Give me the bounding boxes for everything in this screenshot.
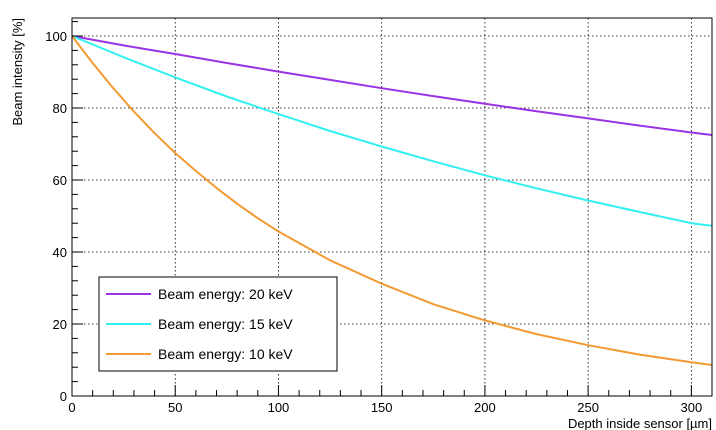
x-tick-label: 50 xyxy=(168,400,182,415)
y-tick-label: 40 xyxy=(53,245,67,260)
grid-lines xyxy=(72,18,712,396)
series-line xyxy=(71,35,713,366)
x-axis-title: Depth inside sensor [µm] xyxy=(568,416,712,430)
data-series xyxy=(71,35,713,366)
legend-label: Beam energy: 15 keV xyxy=(158,316,293,332)
plot-frame xyxy=(71,17,713,397)
y-tick-labels: 0 20 40 60 80 100 xyxy=(45,29,67,404)
x-tick-label: 150 xyxy=(371,400,393,415)
x-tick-label: 200 xyxy=(474,400,496,415)
x-tick-labels: 0 50 100 150 200 250 300 xyxy=(68,400,702,415)
axis-ticks xyxy=(71,21,713,397)
y-axis-title: Beam intensity [%] xyxy=(10,18,25,126)
x-tick-label: 250 xyxy=(577,400,599,415)
x-tick-label: 100 xyxy=(268,400,290,415)
series-line xyxy=(71,35,713,136)
x-tick-label: 0 xyxy=(68,400,75,415)
series-line xyxy=(71,35,713,227)
y-tick-label: 100 xyxy=(45,29,67,44)
y-tick-label: 80 xyxy=(53,101,67,116)
legend: Beam energy: 20 keV Beam energy: 15 keV Be… xyxy=(98,276,338,372)
y-tick-label: 60 xyxy=(53,173,67,188)
x-tick-label: 300 xyxy=(681,400,703,415)
y-tick-label: 0 xyxy=(60,389,67,404)
y-tick-label: 20 xyxy=(53,317,67,332)
legend-label: Beam energy: 10 keV xyxy=(158,346,293,362)
legend-label: Beam energy: 20 keV xyxy=(158,286,293,302)
